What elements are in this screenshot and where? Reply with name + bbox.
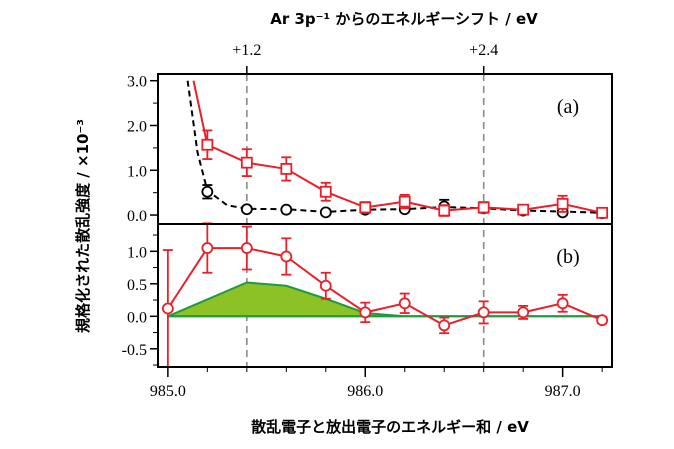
y-tick-label: 1.0	[127, 163, 147, 180]
data-point-square	[517, 203, 530, 216]
data-point-square	[319, 185, 332, 198]
data-point-circle	[517, 306, 530, 319]
data-point-circle	[201, 242, 214, 254]
x-axis-title: 散乱電子と放出電子のエネルギー和 / eV	[251, 418, 529, 436]
panel-a-frame	[157, 73, 613, 225]
plot-area: +1.2 +2.4 985.0 986.0 987.0 0.0 1.0 2.0 3.0 (a) -0…	[122, 42, 613, 400]
data-point-square	[280, 163, 293, 175]
data-point-circle	[240, 203, 253, 216]
series-line	[167, 247, 603, 327]
y-axis-title: 規格化された散乱強度 / ×10⁻³	[74, 119, 92, 333]
x-tick-label: 986.0	[347, 383, 383, 400]
top-tick-label: +2.4	[469, 42, 498, 59]
data-point-square	[359, 201, 372, 214]
data-point-circle	[477, 306, 490, 319]
data-point-circle	[280, 250, 293, 263]
data-point-circle	[359, 306, 372, 319]
data-point-square	[477, 201, 490, 214]
series-line	[192, 80, 603, 214]
y-tick-label: 0.0	[127, 309, 147, 326]
data-point-circle	[201, 185, 214, 198]
data-point-circle	[438, 319, 451, 332]
data-point-circle	[161, 302, 174, 315]
y-tick-label: 0.5	[127, 277, 147, 294]
panel-label: (b)	[556, 246, 579, 268]
data-point-circle	[240, 242, 253, 254]
y-tick-label: 3.0	[127, 74, 147, 91]
data-point-square	[398, 195, 411, 208]
data-point-circle	[556, 297, 569, 310]
series-line	[186, 80, 603, 214]
y-tick-label: -0.5	[122, 342, 147, 359]
data-point-circle	[319, 206, 332, 219]
panel-label: (a)	[557, 96, 579, 118]
top-axis-title: Ar 3p⁻¹ からのエネルギーシフト / eV	[270, 10, 538, 28]
y-tick-label: 1.0	[127, 244, 147, 261]
x-tick-label: 987.0	[545, 383, 581, 400]
data-point-circle	[280, 203, 293, 216]
top-tick-label: +1.2	[232, 42, 261, 59]
panel-b: -0.5 0.0 0.5 1.0 (b)	[122, 222, 609, 368]
y-tick-label: 0.0	[127, 208, 147, 225]
data-point-square	[240, 156, 253, 169]
x-tick-label: 985.0	[150, 383, 186, 400]
data-point-circle	[319, 279, 332, 292]
data-point-circle	[596, 314, 609, 327]
data-point-square	[596, 206, 609, 219]
y-tick-label: 2.0	[127, 118, 147, 135]
data-point-circle	[398, 297, 411, 310]
data-point-square	[201, 138, 214, 151]
data-point-square	[556, 197, 569, 210]
data-point-square	[438, 204, 451, 217]
shaded-area	[167, 281, 603, 318]
panel-b-frame	[157, 223, 613, 368]
panel-a: 0.0 1.0 2.0 3.0 (a)	[127, 74, 609, 225]
